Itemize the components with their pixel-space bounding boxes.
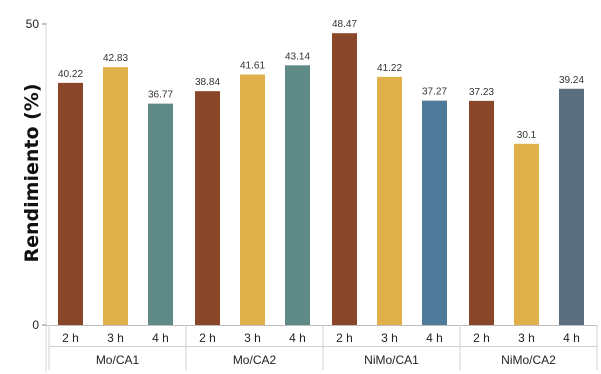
x-category-label: 3 h (244, 331, 261, 345)
bar-value-label: 43.14 (285, 51, 310, 62)
x-category-label: 4 h (289, 331, 306, 345)
bar-value-label: 30.1 (517, 130, 537, 141)
x-group-label: Mo/CA2 (233, 353, 277, 367)
x-category-label: 3 h (518, 331, 535, 345)
y-tick-label: 0 (32, 318, 39, 332)
bar-value-label: 36.77 (148, 90, 173, 101)
bar (514, 143, 539, 325)
bar (469, 100, 494, 325)
chart-marks: 0 50 40.22 2 h 42.83 3 h 36.77 4 h Mo/CA1 38.84 2 … (26, 17, 598, 370)
bar-value-label: 41.61 (240, 61, 265, 72)
x-category-label: 2 h (473, 331, 490, 345)
bar (559, 88, 584, 325)
bar (103, 67, 128, 326)
bar-value-label: 38.84 (195, 77, 220, 88)
x-group-label: NiMo/CA2 (501, 353, 556, 367)
bar (195, 91, 220, 325)
y-axis-label: Rendimiento (%) (21, 83, 43, 262)
bar (285, 65, 310, 325)
x-category-label: 3 h (381, 331, 398, 345)
bar-value-label: 37.27 (422, 87, 447, 98)
x-category-label: 2 h (199, 331, 216, 345)
bar (332, 33, 357, 325)
x-category-label: 4 h (426, 331, 443, 345)
x-category-label: 4 h (152, 331, 169, 345)
bar (58, 82, 83, 325)
bar-value-label: 37.23 (469, 87, 494, 98)
bar (422, 100, 447, 325)
x-category-label: 3 h (107, 331, 124, 345)
x-category-label: 4 h (563, 331, 580, 345)
bar-value-label: 39.24 (559, 75, 584, 86)
x-category-label: 2 h (336, 331, 353, 345)
x-category-label: 2 h (62, 331, 79, 345)
bar (377, 76, 402, 326)
bar (148, 103, 173, 326)
x-group-label: NiMo/CA1 (364, 353, 419, 367)
bar-value-label: 40.22 (58, 69, 83, 80)
bar-value-label: 48.47 (332, 19, 357, 30)
bar-value-label: 42.83 (103, 53, 128, 64)
bar-value-label: 41.22 (377, 63, 402, 74)
y-tick-label: 50 (26, 17, 40, 31)
bar (240, 74, 265, 325)
x-group-label: Mo/CA1 (96, 353, 140, 367)
